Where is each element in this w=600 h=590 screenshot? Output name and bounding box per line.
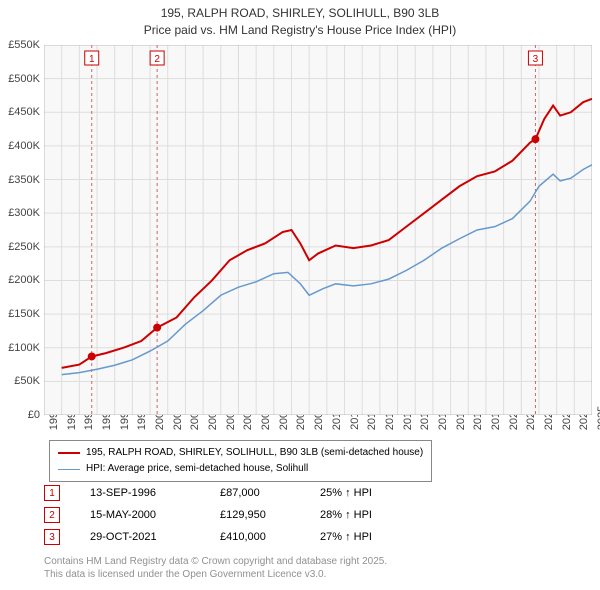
plot-svg: 1 2 3: [44, 45, 592, 415]
x-tick-label: 2025: [596, 406, 600, 430]
y-tick-label: £200K: [0, 274, 40, 286]
svg-text:2: 2: [154, 54, 160, 65]
chart-title: 195, RALPH ROAD, SHIRLEY, SOLIHULL, B90 …: [0, 0, 600, 39]
legend: 195, RALPH ROAD, SHIRLEY, SOLIHULL, B90 …: [49, 440, 432, 482]
svg-text:3: 3: [533, 54, 539, 65]
tx-badge: 2: [44, 507, 60, 523]
plot-area: 1 2 3: [44, 45, 592, 415]
y-tick-label: £350K: [0, 174, 40, 186]
tx-delta: 28% ↑ HPI: [320, 509, 372, 521]
footer-line1: Contains HM Land Registry data © Crown c…: [44, 555, 387, 568]
legend-swatch: [58, 469, 80, 470]
y-tick-label: £400K: [0, 140, 40, 152]
tx-date: 29-OCT-2021: [90, 531, 220, 543]
tx-delta: 27% ↑ HPI: [320, 531, 372, 543]
tx-price: £410,000: [220, 531, 320, 543]
y-tick-label: £250K: [0, 241, 40, 253]
y-tick-label: £50K: [0, 375, 40, 387]
title-line1: 195, RALPH ROAD, SHIRLEY, SOLIHULL, B90 …: [0, 5, 600, 22]
svg-text:1: 1: [89, 54, 95, 65]
y-tick-label: £300K: [0, 207, 40, 219]
title-line2: Price paid vs. HM Land Registry's House …: [0, 22, 600, 39]
y-tick-label: £100K: [0, 342, 40, 354]
y-tick-label: £450K: [0, 106, 40, 118]
footer-attribution: Contains HM Land Registry data © Crown c…: [44, 555, 387, 581]
tx-date: 15-MAY-2000: [90, 509, 220, 521]
tx-badge: 1: [44, 485, 60, 501]
transaction-row: 3 29-OCT-2021 £410,000 27% ↑ HPI: [44, 526, 372, 548]
y-tick-label: £0: [0, 409, 40, 421]
tx-delta: 25% ↑ HPI: [320, 487, 372, 499]
tx-date: 13-SEP-1996: [90, 487, 220, 499]
tx-price: £87,000: [220, 487, 320, 499]
legend-item: HPI: Average price, semi-detached house,…: [58, 461, 423, 477]
tx-price: £129,950: [220, 509, 320, 521]
tx-badge: 3: [44, 529, 60, 545]
footer-line2: This data is licensed under the Open Gov…: [44, 568, 387, 581]
legend-item: 195, RALPH ROAD, SHIRLEY, SOLIHULL, B90 …: [58, 445, 423, 461]
legend-swatch: [58, 452, 80, 454]
transaction-row: 1 13-SEP-1996 £87,000 25% ↑ HPI: [44, 482, 372, 504]
transactions-table: 1 13-SEP-1996 £87,000 25% ↑ HPI 2 15-MAY…: [44, 482, 372, 548]
y-tick-label: £500K: [0, 73, 40, 85]
chart-container: 195, RALPH ROAD, SHIRLEY, SOLIHULL, B90 …: [0, 0, 600, 590]
legend-label: HPI: Average price, semi-detached house,…: [86, 461, 308, 477]
y-tick-label: £550K: [0, 39, 40, 51]
transaction-row: 2 15-MAY-2000 £129,950 28% ↑ HPI: [44, 504, 372, 526]
legend-label: 195, RALPH ROAD, SHIRLEY, SOLIHULL, B90 …: [86, 445, 423, 461]
y-tick-label: £150K: [0, 308, 40, 320]
